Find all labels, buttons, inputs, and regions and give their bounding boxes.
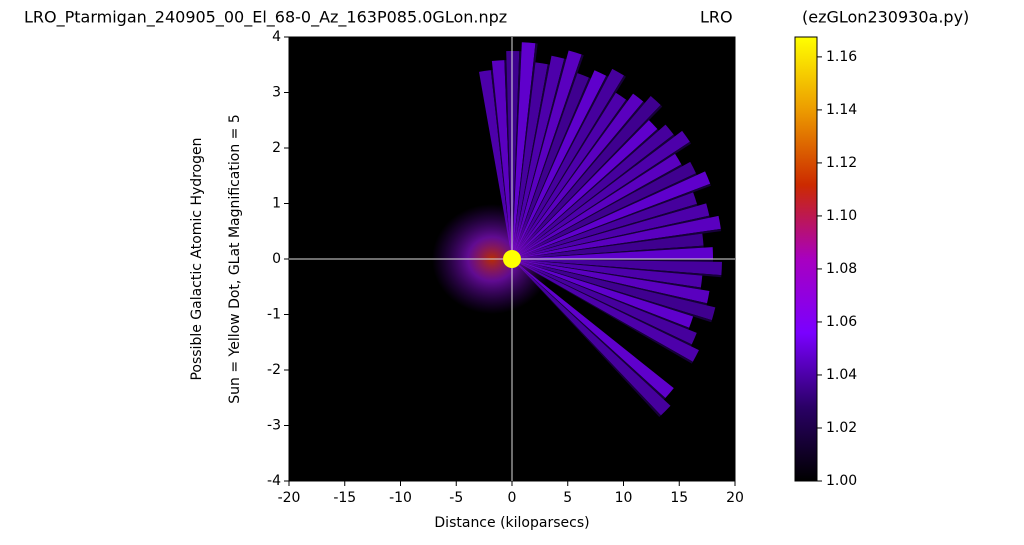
map-wedge [512, 64, 550, 260]
map-wedge [512, 259, 722, 278]
map-wedge [512, 245, 704, 259]
x-tick-label: -10 [389, 490, 412, 506]
map-wedge [512, 43, 538, 259]
x-tick-label: 10 [615, 490, 633, 506]
map-wedge [512, 259, 690, 330]
map-wedge [512, 58, 567, 259]
map-wedge [512, 42, 536, 259]
map-wedge [512, 62, 548, 260]
map-wedge [512, 130, 690, 259]
map-wedge [512, 192, 697, 259]
map-wedge [512, 259, 712, 323]
x-tick-label: 5 [563, 490, 572, 506]
y-axis-label: Sun = Yellow Dot, GLat Magnification = 5 [227, 114, 243, 403]
map-wedge [512, 134, 675, 259]
x-tick-label: 0 [508, 490, 517, 506]
map-wedge [512, 228, 722, 259]
map-wedge [512, 259, 692, 347]
map-wedge [512, 164, 683, 259]
map-wedge [512, 51, 522, 259]
map-wedge [512, 129, 659, 259]
map-wedge [512, 259, 666, 400]
x-tick-label: -20 [278, 490, 301, 506]
map-wedge [512, 183, 711, 259]
map-wedge [512, 259, 703, 288]
x-axis-label: Distance (kiloparsecs) [434, 515, 589, 531]
map-wedge [512, 215, 721, 259]
map-wedge [512, 93, 644, 259]
colorbar-tick-label: 1.02 [826, 420, 857, 436]
map-wedge [512, 259, 713, 262]
y-tick-label: -3 [267, 418, 281, 434]
map-wedge [512, 70, 607, 259]
colorbar-tick-label: 1.12 [826, 155, 857, 171]
colorbar-tick-label: 1.00 [826, 473, 857, 489]
y-tick-label: 2 [272, 140, 281, 156]
y-tick-label: 1 [272, 196, 281, 212]
x-tick-label: -5 [449, 490, 463, 506]
colorbar-tick-label: 1.16 [826, 49, 857, 65]
y-axis-label: Possible Galactic Atomic Hydrogen [189, 137, 205, 380]
map-wedge [512, 96, 661, 260]
map-wedge [512, 259, 699, 362]
map-wedge [512, 259, 697, 345]
map-wedge [512, 105, 663, 259]
colorbar-tick-label: 1.06 [826, 314, 857, 330]
map-wedge [512, 259, 661, 417]
map-wedge [512, 259, 693, 364]
map-wedge [512, 120, 658, 259]
sun-dot [503, 250, 521, 268]
map-wedge [512, 259, 716, 321]
colorbar-tick-label: 1.10 [826, 208, 857, 224]
map-wedge [512, 259, 722, 276]
y-tick-label: 0 [272, 251, 281, 267]
map-wedge [512, 171, 711, 259]
y-tick-label: 3 [272, 85, 281, 101]
map-wedge [512, 50, 582, 259]
map-wedge [512, 99, 628, 259]
map-wedge [512, 73, 589, 259]
colorbar-tick-label: 1.08 [826, 261, 857, 277]
map-wedge [512, 54, 584, 259]
map-wedge [512, 259, 671, 416]
map-wedge [512, 75, 609, 259]
map-wedge [512, 259, 710, 304]
y-tick-label: 4 [272, 29, 281, 45]
map-wedge [512, 259, 694, 328]
y-tick-label: -1 [267, 307, 281, 323]
y-tick-label: -4 [267, 473, 281, 489]
map-wedge [512, 259, 674, 399]
map-wedge [512, 259, 701, 290]
colorbar-tick-label: 1.04 [826, 367, 857, 383]
map-wedge [512, 55, 565, 259]
colorbar-tick-label: 1.14 [826, 102, 857, 118]
source-label: (ezGLon230930a.py) [802, 8, 969, 27]
map-wedge [512, 233, 704, 259]
map-wedge [512, 77, 591, 259]
chart-subtitle: LRO [700, 8, 733, 27]
x-tick-label: 20 [726, 490, 744, 506]
x-tick-label: -15 [333, 490, 356, 506]
map-wedge [512, 124, 674, 259]
map-wedge [512, 203, 698, 259]
map-wedge [512, 141, 692, 259]
x-tick-label: 15 [670, 490, 688, 506]
map-wedge [512, 173, 697, 259]
map-wedge [512, 203, 710, 259]
map-wedge [512, 153, 682, 259]
map-wedge [512, 75, 626, 260]
map-wedge [512, 161, 696, 259]
intensity-map [432, 42, 722, 417]
chart-title: LRO_Ptarmigan_240905_00_El_68-0_Az_163P0… [24, 8, 507, 28]
map-wedge [506, 51, 520, 259]
map-wedge [512, 92, 627, 260]
map-wedge [512, 68, 625, 259]
map-wedge [512, 215, 710, 259]
y-tick-label: -2 [267, 362, 281, 378]
map-wedge [512, 101, 645, 259]
colorbar [794, 36, 818, 482]
map-wedge [512, 247, 713, 260]
map-wedge [512, 259, 708, 306]
